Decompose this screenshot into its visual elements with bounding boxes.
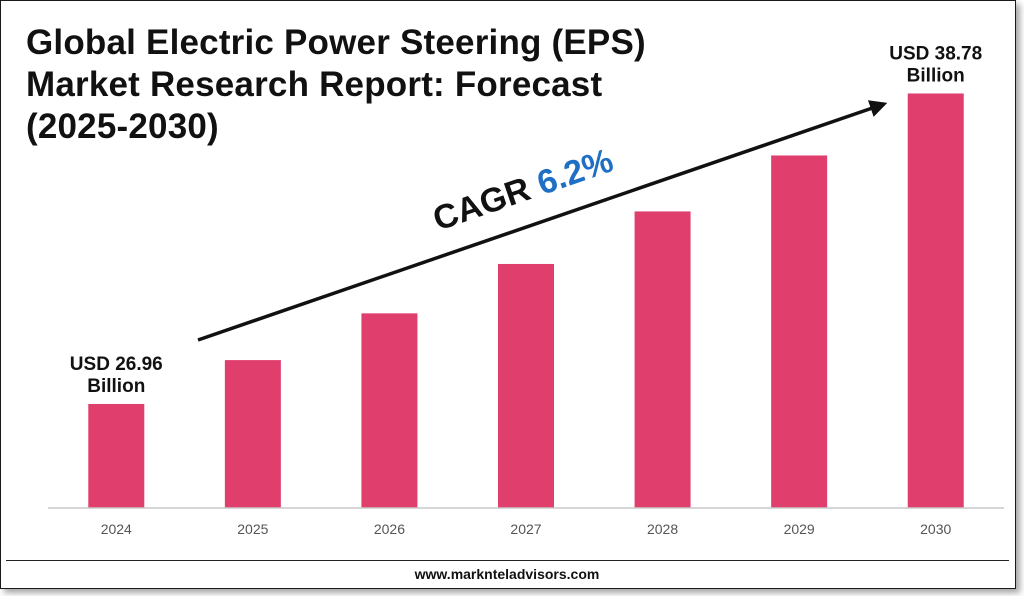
x-tick-label-2030: 2030 — [920, 521, 951, 537]
bar-2025 — [224, 360, 281, 508]
bar-2024 — [88, 403, 145, 508]
page-title: Global Electric Power Steering (EPS) Mar… — [26, 22, 726, 148]
cagr-value: 6.2% — [532, 142, 618, 203]
bar-2029 — [771, 155, 828, 509]
bar-2027 — [498, 263, 554, 508]
x-tick-label-2026: 2026 — [374, 521, 405, 537]
title-line-1: Global Electric Power Steering (EPS) — [26, 23, 646, 62]
value-label-2024: USD 26.96 Billion — [70, 354, 163, 397]
x-tick-label-2025: 2025 — [237, 521, 268, 537]
title-line-2: Market Research Report: Forecast — [26, 65, 603, 104]
x-tick-label-2028: 2028 — [647, 521, 678, 537]
x-tick-label-2029: 2029 — [784, 521, 815, 537]
footer-divider — [6, 560, 1009, 561]
trend-arrow — [197, 100, 888, 342]
website-url: www.marknteladvisors.com — [414, 566, 600, 582]
x-tick-label-2027: 2027 — [510, 521, 541, 537]
title-line-3: (2025-2030) — [26, 107, 219, 146]
bar-2026 — [361, 313, 418, 508]
bar-2030 — [907, 93, 964, 509]
value-label-2030: USD 38.78 Billion — [889, 43, 982, 86]
x-tick-label-2024: 2024 — [101, 521, 132, 537]
bar-2028 — [634, 211, 691, 508]
cagr-annotation: CAGR6.2% — [428, 142, 618, 239]
